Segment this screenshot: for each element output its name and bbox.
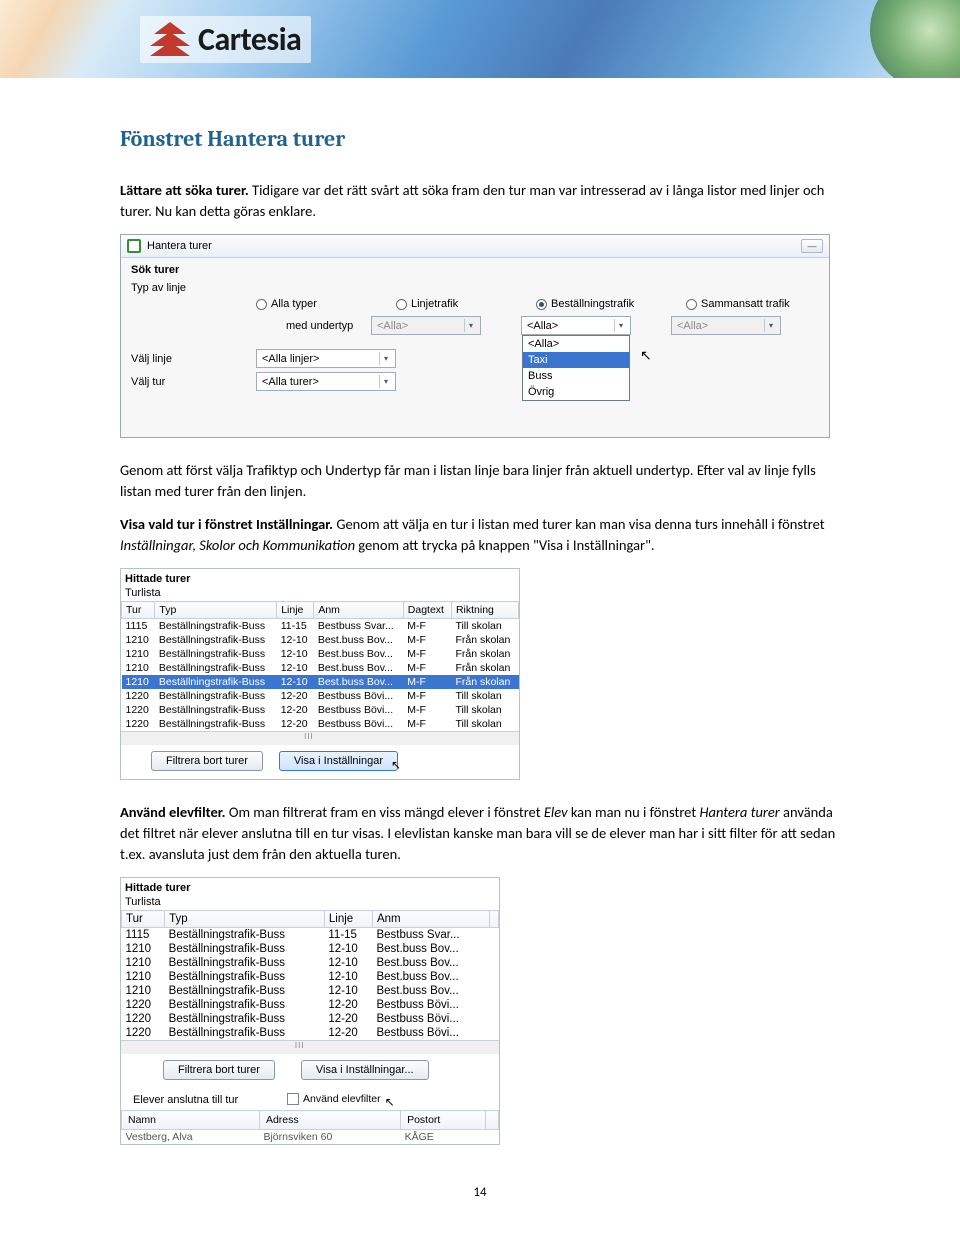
combo-undertyp-2[interactable]: <Alla>▾ <Alla> Taxi Buss Övrig ↖ [521, 316, 631, 335]
label-valj-tur: Välj tur [131, 376, 256, 388]
dropdown-opt-taxi[interactable]: Taxi [523, 352, 629, 368]
panel-head-1: Hittade turer [121, 569, 519, 585]
col-header[interactable]: Adress [259, 1111, 400, 1130]
radio-bestallningstrafik[interactable]: Beställningstrafik [536, 298, 686, 310]
dialog-icon [127, 239, 141, 253]
combo-valj-tur[interactable]: <Alla turer>▾ [256, 372, 396, 391]
radio-alla-typer[interactable]: Alla typer [256, 298, 396, 310]
combo-undertyp-1[interactable]: <Alla>▾ [371, 316, 481, 335]
table-row[interactable]: 1210Beställningstrafik-Buss12-10Best.bus… [122, 984, 499, 998]
dialog-titlebar: Hantera turer — [121, 235, 829, 258]
paragraph-4: Använd elevfilter. Om man filtrerat fram… [120, 802, 840, 865]
paragraph-2: Genom att först välja Trafiktyp och Unde… [120, 460, 840, 502]
paragraph-3: Visa vald tur i fönstret Inställningar. … [120, 514, 840, 556]
filtrera-button-1[interactable]: Filtrera bort turer [151, 751, 263, 771]
elev-table: NamnAdressPostort Vestberg, AlvaBjörnsvi… [121, 1110, 499, 1144]
radio-sammansatt[interactable]: Sammansatt trafik [686, 298, 790, 310]
brand-logo: Cartesia [140, 16, 311, 63]
col-header[interactable]: Postort [401, 1111, 486, 1130]
dialog-title: Hantera turer [147, 240, 212, 252]
table-row[interactable]: 1210Beställningstrafik-Buss12-10Best.bus… [122, 675, 519, 689]
para4-lead: Använd elevfilter. [120, 803, 226, 821]
panel-hittade-turer-2: Hittade turer Turlista TurTypLinjeAnm 11… [120, 877, 500, 1145]
turlista-table-2: TurTypLinjeAnm 1115Beställningstrafik-Bu… [121, 910, 499, 1040]
combo-undertyp-3[interactable]: <Alla>▾ [671, 316, 781, 335]
label-elever-anslutna: Elever anslutna till tur [127, 1090, 287, 1108]
table-row[interactable]: 1220Beställningstrafik-Buss12-20Bestbuss… [122, 1026, 499, 1040]
panel-sub-2: Turlista [121, 894, 499, 910]
dropdown-opt-buss[interactable]: Buss [523, 368, 629, 384]
col-header[interactable]: Dagtext [403, 602, 451, 619]
paragraph-1: Lättare att söka turer. Tidigare var det… [120, 180, 840, 222]
table-row[interactable]: 1220Beställningstrafik-Buss12-20Bestbuss… [122, 998, 499, 1012]
dialog-hantera-turer: Hantera turer — Sök turer Typ av linje A… [120, 234, 830, 438]
para3-lead: Visa vald tur i fönstret Inställningar. [120, 515, 333, 533]
col-header[interactable]: Tur [122, 602, 155, 619]
minimize-button[interactable]: — [801, 239, 823, 253]
panel-sub-1: Turlista [121, 585, 519, 601]
page-number: 14 [120, 1185, 840, 1200]
dropdown-opt-ovrig[interactable]: Övrig [523, 384, 629, 400]
col-header[interactable]: Anm [314, 602, 403, 619]
col-header[interactable]: Namn [122, 1111, 260, 1130]
table-row[interactable]: 1220Beställningstrafik-Buss12-20Bestbuss… [122, 689, 519, 703]
col-header[interactable]: Typ [165, 911, 325, 928]
col-header[interactable]: Linje [277, 602, 314, 619]
table-row[interactable]: 1220Beställningstrafik-Buss12-20Bestbuss… [122, 1012, 499, 1026]
table-row[interactable]: 1115Beställningstrafik-Buss11-15Bestbuss… [122, 928, 499, 943]
visa-installningar-button-1[interactable]: Visa i Inställningar ↖ [279, 751, 398, 771]
filtrera-button-2[interactable]: Filtrera bort turer [163, 1060, 275, 1080]
visa-installningar-button-2[interactable]: Visa i Inställningar... [301, 1060, 429, 1080]
page-header-banner: Cartesia [0, 0, 960, 78]
radio-linjetrafik[interactable]: Linjetrafik [396, 298, 536, 310]
section-heading: Fönstret Hantera turer [120, 126, 840, 152]
cursor-icon: ↖ [640, 347, 652, 364]
table-row[interactable]: 1210Beställningstrafik-Buss12-10Best.bus… [122, 970, 499, 984]
table-row[interactable]: 1210Beställningstrafik-Buss12-10Best.bus… [122, 647, 519, 661]
table-row[interactable]: Vestberg, AlvaBjörnsviken 60KÅGE [122, 1130, 499, 1145]
label-typ: Typ av linje [131, 282, 256, 294]
group-sok-turer: Sök turer [131, 264, 819, 276]
cursor-icon: ↖ [385, 1095, 395, 1109]
col-header[interactable]: Riktning [451, 602, 518, 619]
col-header[interactable]: Linje [324, 911, 372, 928]
col-header[interactable]: Anm [372, 911, 489, 928]
checkbox-anvand-elevfilter[interactable]: Använd elevfilter ↖ [287, 1093, 381, 1105]
dropdown-opt-alla[interactable]: <Alla> [523, 336, 629, 352]
label-undertyp: med undertyp [286, 320, 361, 332]
brand-logo-icon [150, 22, 190, 56]
table-row[interactable]: 1210Beställningstrafik-Buss12-10Best.bus… [122, 956, 499, 970]
table-row[interactable]: 1210Beställningstrafik-Buss12-10Best.bus… [122, 661, 519, 675]
para1-lead: Lättare att söka turer. [120, 181, 249, 199]
brand-name: Cartesia [198, 20, 301, 59]
label-valj-linje: Välj linje [131, 353, 256, 365]
table-row[interactable]: 1210Beställningstrafik-Buss12-10Best.bus… [122, 633, 519, 647]
cursor-icon: ↖ [391, 758, 401, 772]
table-row[interactable]: 1220Beställningstrafik-Buss12-20Bestbuss… [122, 717, 519, 731]
col-header[interactable]: Typ [155, 602, 277, 619]
combo-valj-linje[interactable]: <Alla linjer>▾ [256, 349, 396, 368]
scrollbar-1[interactable] [121, 731, 519, 745]
col-header[interactable]: Tur [122, 911, 165, 928]
table-row[interactable]: 1115Beställningstrafik-Buss11-15Bestbuss… [122, 619, 519, 634]
dropdown-list: <Alla> Taxi Buss Övrig [522, 335, 630, 401]
table-row[interactable]: 1220Beställningstrafik-Buss12-20Bestbuss… [122, 703, 519, 717]
table-row[interactable]: 1210Beställningstrafik-Buss12-10Best.bus… [122, 942, 499, 956]
panel-hittade-turer-1: Hittade turer Turlista TurTypLinjeAnmDag… [120, 568, 520, 780]
panel-head-2: Hittade turer [121, 878, 499, 894]
turlista-table-1: TurTypLinjeAnmDagtextRiktning 1115Bestäl… [121, 601, 519, 731]
scrollbar-2[interactable] [121, 1040, 499, 1054]
